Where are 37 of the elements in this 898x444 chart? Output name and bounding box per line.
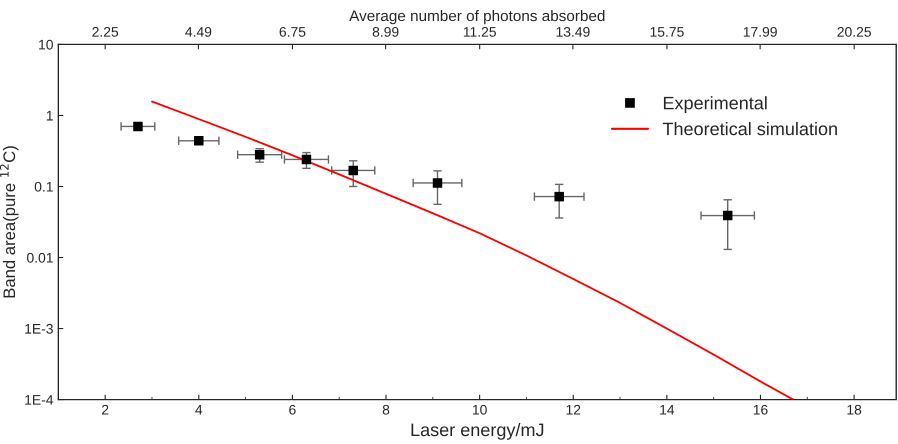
- y-tick-label: 0.01: [27, 252, 53, 263]
- x2-tick-label: 11.25: [464, 26, 496, 37]
- y-tick-label: 10: [39, 40, 53, 50]
- x2-axis-title: Average number of photons absorbed: [349, 10, 604, 24]
- point: [432, 178, 442, 188]
- x2-tick-label: 2.25: [92, 26, 118, 37]
- point: [302, 154, 312, 164]
- x-tick-label: 10: [472, 404, 487, 415]
- y-tick-label: 0.1: [34, 182, 53, 192]
- x2-tick-label: 8.99: [372, 26, 398, 37]
- x2-tick-label: 13.49: [556, 26, 590, 37]
- x-tick-label: 2: [102, 404, 108, 415]
- x-tick-label: 12: [566, 404, 580, 415]
- x-tick-label: 18: [847, 404, 862, 415]
- point: [254, 150, 264, 160]
- x-tick-label: 6: [289, 404, 296, 415]
- y-axis-title: Band area(pure $^{12}$C): [0, 146, 18, 298]
- x2-tick-label: 4.49: [185, 26, 212, 37]
- x2-tick-label: 15.75: [650, 27, 684, 37]
- x2-tick-label: 20.25: [838, 26, 871, 37]
- x-tick-label: 14: [660, 404, 674, 415]
- point: [194, 136, 204, 146]
- point: [722, 210, 732, 220]
- x-tick-label: 4: [195, 404, 202, 415]
- legend-label: Theoretical simulation: [662, 122, 837, 136]
- y-tick-label: 1E-3: [25, 324, 53, 334]
- legend-label: Experimental: [664, 96, 767, 113]
- point: [133, 122, 143, 132]
- x-tick-label: 8: [382, 404, 390, 415]
- y-tick-label: 1E-4: [25, 395, 54, 405]
- x-tick-label: 16: [754, 404, 768, 415]
- point: [348, 166, 358, 176]
- point: [554, 192, 564, 202]
- x2-tick-label: 17.99: [744, 26, 777, 37]
- y-tick-label: 1: [46, 110, 53, 120]
- x-axis-title: Laser energy/mJ: [412, 422, 544, 440]
- x2-tick-label: 6.75: [280, 26, 306, 37]
